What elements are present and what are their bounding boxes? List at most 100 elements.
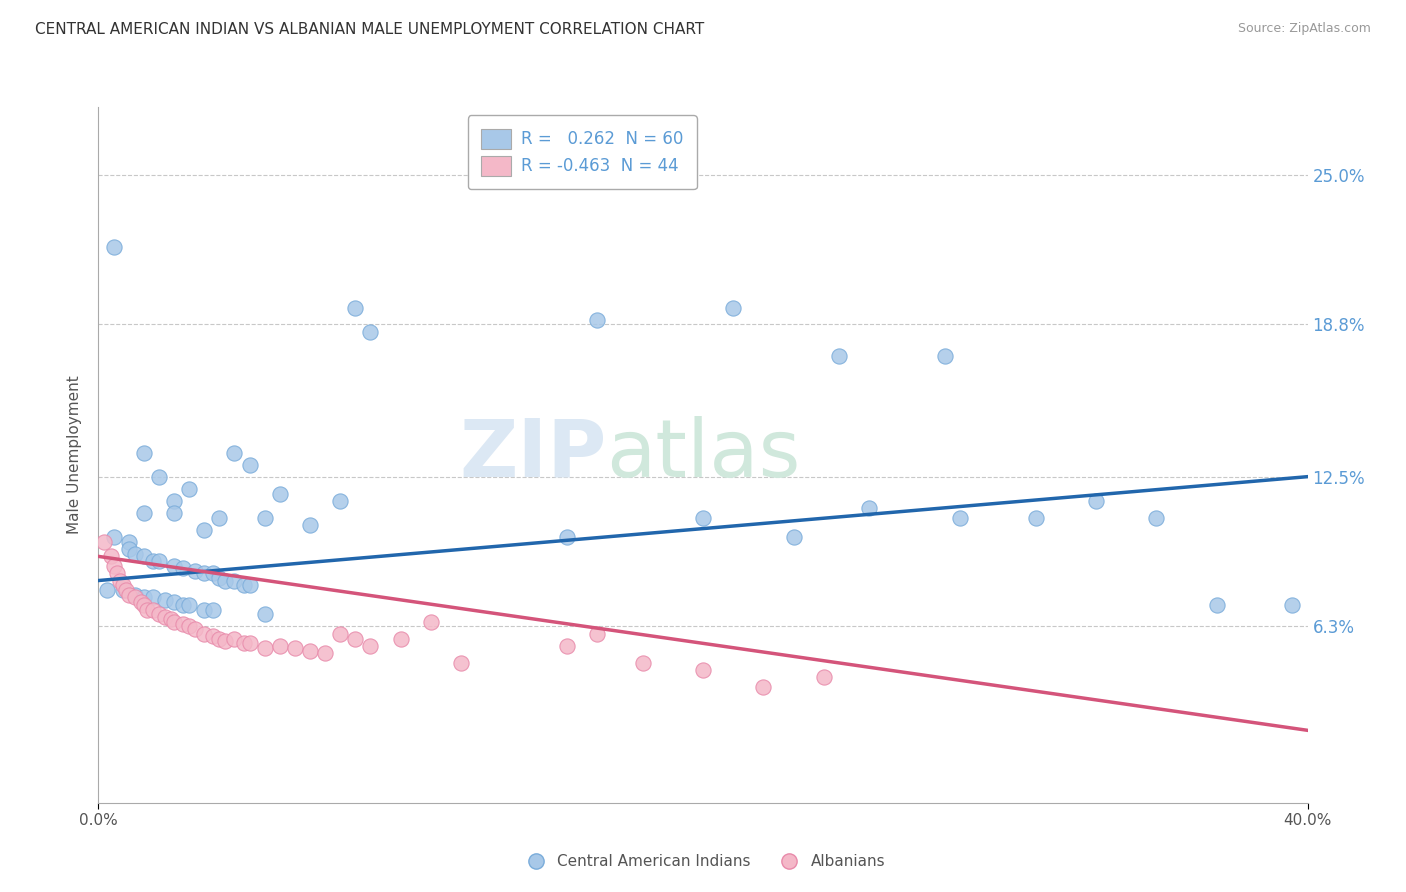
Point <box>142 554 165 568</box>
Point <box>100 549 122 564</box>
Point <box>1281 598 1303 612</box>
Point <box>253 510 276 524</box>
Point <box>163 493 186 508</box>
Point <box>284 641 307 656</box>
Point <box>142 591 165 605</box>
Point <box>179 482 201 496</box>
Point <box>360 325 382 339</box>
Point <box>813 670 835 684</box>
Point <box>586 626 609 640</box>
Point <box>118 588 141 602</box>
Point <box>184 564 207 578</box>
Point <box>299 518 322 533</box>
Point <box>193 602 215 616</box>
Point <box>208 632 231 646</box>
Point <box>96 583 118 598</box>
Point <box>103 559 125 574</box>
Point <box>934 349 956 363</box>
Point <box>202 602 225 616</box>
Point <box>314 646 336 660</box>
Text: Source: ZipAtlas.com: Source: ZipAtlas.com <box>1237 22 1371 36</box>
Point <box>160 612 183 626</box>
Point <box>232 578 254 592</box>
Point <box>132 598 155 612</box>
Text: ZIP: ZIP <box>458 416 606 494</box>
Point <box>179 598 201 612</box>
Point <box>118 542 141 557</box>
Point <box>214 634 236 648</box>
Point <box>253 607 276 622</box>
Point <box>163 615 186 629</box>
Point <box>153 609 176 624</box>
Point <box>132 591 155 605</box>
Legend: Central American Indians, Albanians: Central American Indians, Albanians <box>515 848 891 875</box>
Point <box>329 626 352 640</box>
Point <box>202 566 225 581</box>
Point <box>172 617 194 632</box>
Point <box>239 636 262 650</box>
Point <box>1206 598 1229 612</box>
Point <box>132 506 155 520</box>
Point <box>111 578 134 592</box>
Legend: R =   0.262  N = 60, R = -0.463  N = 44: R = 0.262 N = 60, R = -0.463 N = 44 <box>468 115 696 189</box>
Point <box>114 583 136 598</box>
Point <box>118 535 141 549</box>
Point <box>193 523 215 537</box>
Point <box>420 615 443 629</box>
Point <box>172 561 194 575</box>
Point <box>555 639 578 653</box>
Point <box>148 607 170 622</box>
Point <box>193 626 215 640</box>
Point <box>105 566 128 581</box>
Point <box>153 592 176 607</box>
Point <box>949 510 972 524</box>
Point <box>692 663 714 677</box>
Point <box>344 632 367 646</box>
Point <box>124 591 146 605</box>
Point <box>344 301 367 315</box>
Point <box>389 632 412 646</box>
Point <box>202 629 225 643</box>
Point <box>239 458 262 472</box>
Point <box>129 595 152 609</box>
Point <box>329 493 352 508</box>
Point <box>299 643 322 657</box>
Point <box>135 602 157 616</box>
Point <box>163 559 186 574</box>
Point <box>172 598 194 612</box>
Point <box>783 530 806 544</box>
Point <box>132 445 155 459</box>
Point <box>193 566 215 581</box>
Point <box>239 578 262 592</box>
Point <box>148 469 170 483</box>
Point <box>163 506 186 520</box>
Point <box>723 301 745 315</box>
Point <box>124 547 146 561</box>
Point <box>253 641 276 656</box>
Text: atlas: atlas <box>606 416 800 494</box>
Point <box>692 510 714 524</box>
Point <box>1144 510 1167 524</box>
Point <box>214 574 236 588</box>
Point <box>1024 510 1046 524</box>
Point <box>828 349 851 363</box>
Point <box>124 588 146 602</box>
Point <box>224 632 246 646</box>
Y-axis label: Male Unemployment: Male Unemployment <box>67 376 83 534</box>
Point <box>208 510 231 524</box>
Point <box>208 571 231 585</box>
Point <box>108 574 131 588</box>
Point <box>184 622 207 636</box>
Point <box>752 680 775 694</box>
Point <box>360 639 382 653</box>
Point <box>179 619 201 633</box>
Point <box>103 240 125 254</box>
Point <box>103 530 125 544</box>
Point <box>586 312 609 326</box>
Point <box>111 583 134 598</box>
Point <box>269 639 291 653</box>
Point <box>93 535 115 549</box>
Point <box>858 501 880 516</box>
Point <box>232 636 254 650</box>
Point <box>269 486 291 500</box>
